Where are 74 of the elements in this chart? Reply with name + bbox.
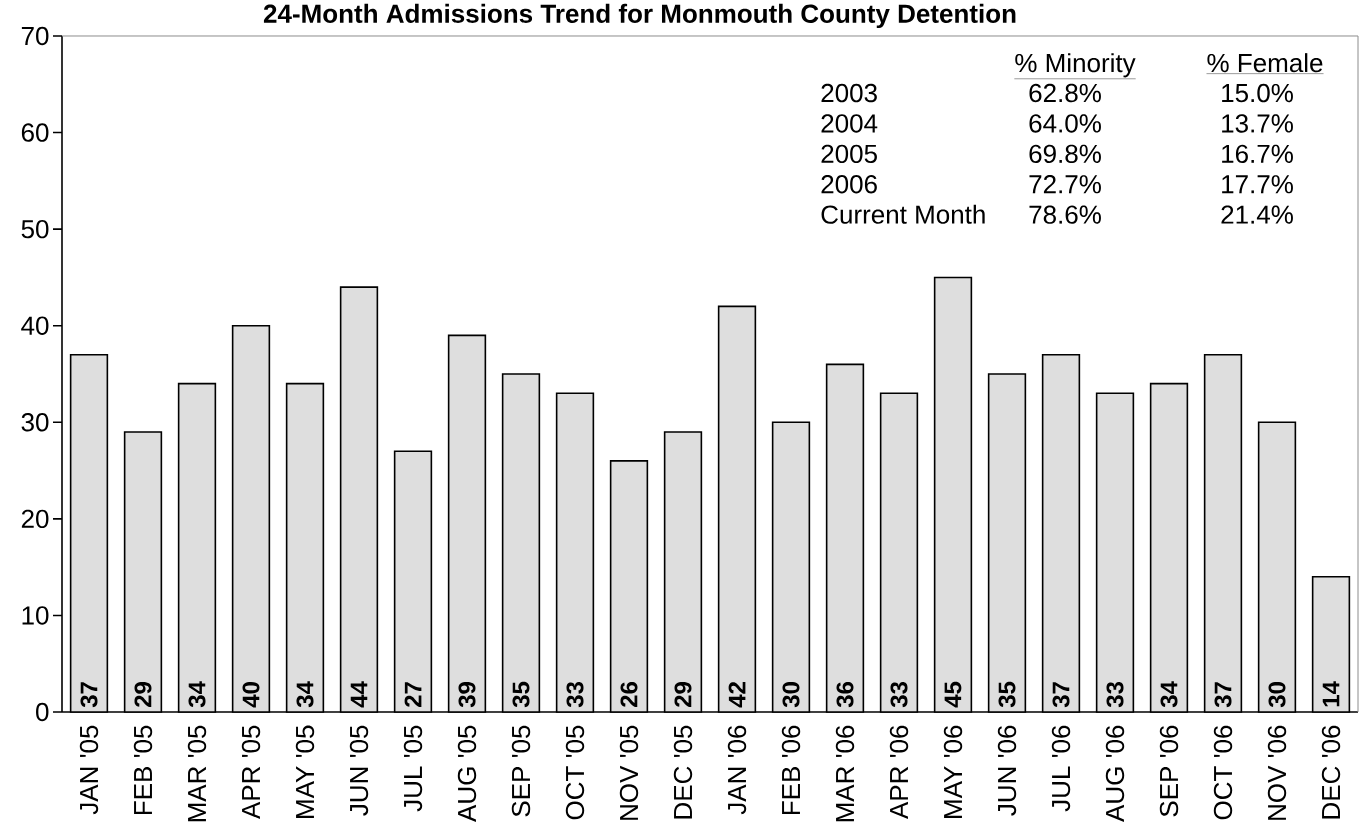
- y-tick-label: 0: [36, 702, 49, 722]
- annotation: Current Month: [821, 204, 985, 224]
- x-tick-label: OCT '05: [565, 725, 585, 820]
- annotation: 16.7%: [1222, 144, 1293, 164]
- x-tick-label: AUG '06: [1105, 725, 1125, 822]
- y-tick-label: 50: [21, 219, 49, 239]
- annotation: 17.7%: [1222, 175, 1293, 194]
- y-tick-label: 30: [21, 413, 49, 432]
- annotation: 62.8%: [1029, 83, 1101, 103]
- x-tick-label: NOV '05: [619, 725, 639, 820]
- data-label: 34: [296, 681, 314, 708]
- annotation: 21.4%: [1221, 205, 1293, 224]
- data-label: 42: [728, 682, 746, 708]
- data-label: 44: [350, 681, 368, 708]
- data-label: 36: [836, 681, 854, 708]
- data-label: 26: [620, 681, 638, 707]
- annotation: 64.0%: [1029, 114, 1101, 133]
- data-label: 30: [782, 682, 800, 708]
- data-label: 33: [890, 681, 908, 708]
- data-label: 14: [1322, 681, 1340, 707]
- data-label: 40: [242, 682, 260, 708]
- data-label: 37: [80, 682, 98, 708]
- x-tick-label: APR '05: [241, 725, 261, 820]
- annotation: 72.7%: [1029, 175, 1101, 194]
- x-tick-label: JAN '06: [727, 725, 747, 815]
- annotation: 69.8%: [1029, 144, 1101, 164]
- x-tick-label: APR '06: [889, 725, 909, 820]
- x-tick-label: SEP '06: [1159, 725, 1179, 817]
- annotation: % Minority: [1015, 53, 1136, 78]
- x-tick-label: JUL '05: [403, 725, 423, 812]
- data-label: 27: [404, 682, 422, 707]
- data-label: 33: [1106, 681, 1124, 708]
- data-label: 34: [188, 681, 206, 708]
- annotation: 2004: [821, 114, 878, 133]
- x-tick-label: JAN '05: [79, 725, 99, 815]
- y-tick-label: 20: [21, 509, 49, 529]
- data-label: 33: [566, 681, 584, 708]
- x-tick-label: MAR '05: [187, 725, 207, 822]
- data-label: 30: [1268, 682, 1286, 708]
- x-tick-label: NOV '06: [1267, 725, 1287, 820]
- x-tick-label: MAR '06: [835, 725, 855, 822]
- x-tick-label: FEB '06: [781, 725, 801, 815]
- data-label: 35: [998, 681, 1016, 708]
- data-label: 37: [1214, 682, 1232, 708]
- annotation: 2006: [821, 175, 877, 194]
- x-tick-label: MAY '06: [943, 725, 963, 818]
- y-tick-label: 40: [21, 316, 49, 335]
- annotation: 2005: [821, 144, 877, 164]
- data-label: 45: [944, 681, 962, 708]
- data-label: 29: [134, 682, 152, 707]
- x-tick-label: JUN '05: [349, 725, 369, 816]
- annotation: 78.6%: [1029, 205, 1101, 224]
- data-label: 39: [458, 682, 476, 708]
- y-tick-label: 60: [21, 123, 49, 142]
- chart-title: 24-Month Admissions Trend for Monmouth County Detention: [263, 3, 1016, 29]
- annotation: 2003: [821, 83, 877, 103]
- x-tick-label: JUL '06: [1051, 725, 1071, 812]
- x-tick-label: OCT '06: [1213, 725, 1233, 820]
- annotation: % Female: [1207, 53, 1323, 73]
- y-tick-label: 10: [22, 606, 49, 625]
- x-tick-label: DEC '06: [1321, 725, 1341, 819]
- data-label: 29: [674, 682, 692, 707]
- annotation: 15.0%: [1222, 83, 1293, 103]
- x-tick-label: FEB '05: [133, 725, 153, 815]
- x-tick-label: SEP '05: [511, 725, 531, 817]
- x-tick-label: MAY '05: [295, 725, 315, 818]
- x-tick-label: AUG '05: [457, 725, 477, 822]
- data-label: 37: [1052, 682, 1070, 708]
- y-tick-label: 70: [21, 26, 49, 46]
- x-tick-label: JUN '06: [997, 725, 1017, 816]
- x-tick-label: DEC '05: [673, 725, 693, 819]
- annotation: 13.7%: [1222, 114, 1293, 133]
- data-label: 35: [512, 681, 530, 708]
- data-label: 34: [1160, 681, 1178, 708]
